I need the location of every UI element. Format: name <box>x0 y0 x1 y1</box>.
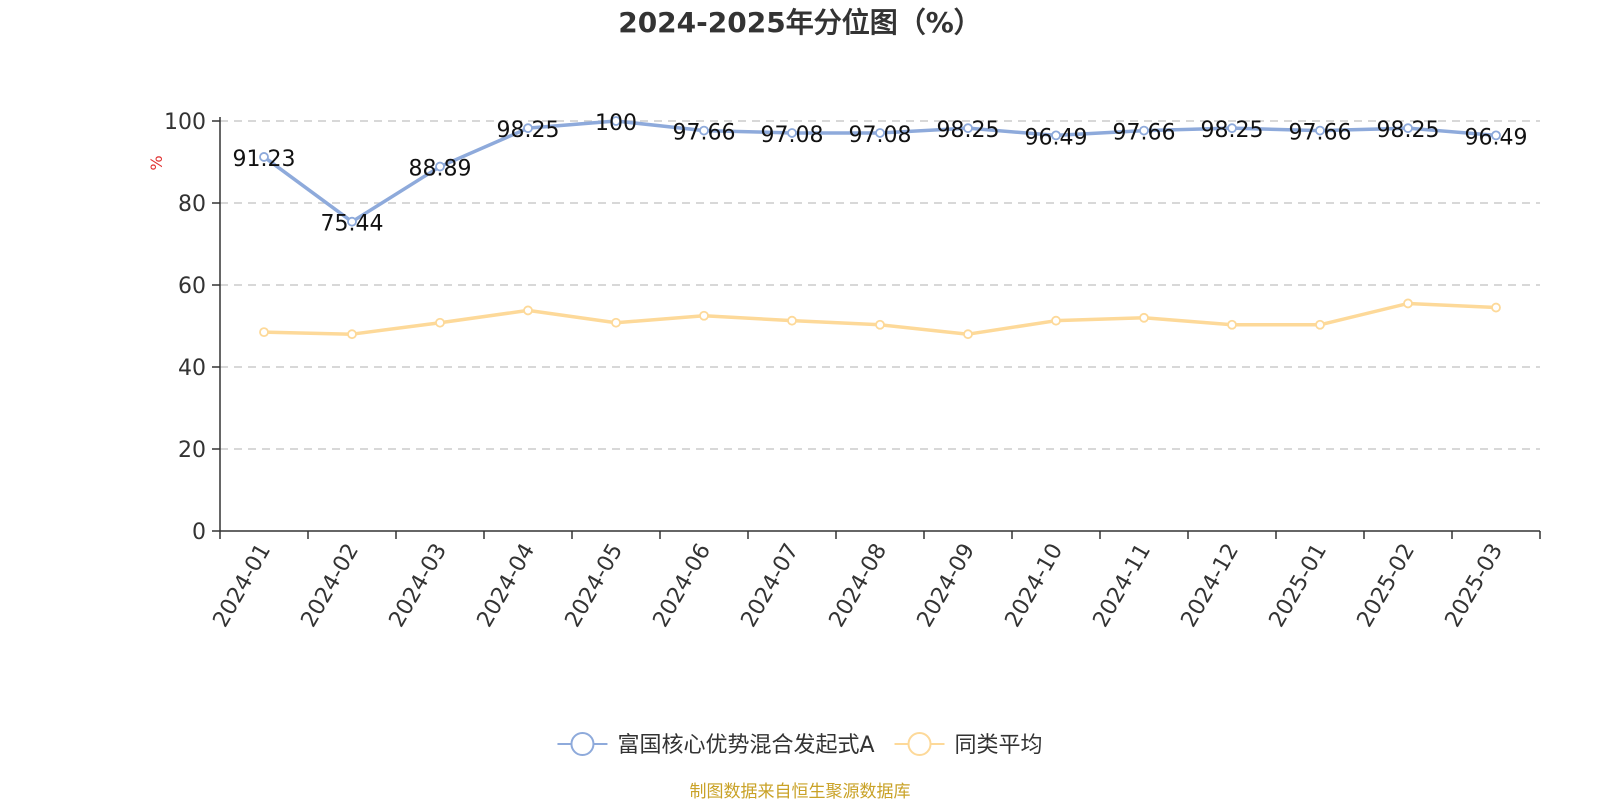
legend-item-1[interactable]: 同类平均 <box>894 732 1043 758</box>
x-tick-label-2024-01: 2024-01 <box>209 540 277 632</box>
legend-item-0[interactable]: 富国核心优势混合发起式A <box>557 732 875 758</box>
data-label-2025-02: 98.25 <box>1377 118 1440 143</box>
data-label-2025-03: 96.49 <box>1465 125 1528 150</box>
x-tick-label-2024-05: 2024-05 <box>561 540 629 632</box>
x-tick-label-2024-11: 2024-11 <box>1089 540 1157 632</box>
data-point-1-2024-02 <box>347 329 357 340</box>
y-tick-label-20: 20 <box>178 438 206 463</box>
y-axis-unit: % <box>147 155 166 170</box>
x-tick-label-2025-03: 2025-03 <box>1441 540 1509 632</box>
data-point-1-2024-11 <box>1139 312 1149 323</box>
chart-title: 2024-2025年分位图（%） <box>618 6 982 39</box>
legend-circle-icon <box>570 732 595 756</box>
data-label-2024-06: 97.66 <box>673 121 736 146</box>
x-tick-label-2024-07: 2024-07 <box>737 540 805 632</box>
series-lines <box>259 116 1501 340</box>
data-label-2024-03: 88.89 <box>409 157 472 182</box>
data-point-0-2024-03 <box>435 161 445 172</box>
data-point-0-2024-02 <box>347 216 357 227</box>
data-point-0-2024-04 <box>523 123 533 134</box>
legend[interactable]: 富国核心优势混合发起式A 同类平均 <box>557 732 1043 758</box>
data-point-0-2024-10 <box>1051 130 1061 141</box>
data-label-2024-05: 100 <box>595 111 637 136</box>
source-note: 制图数据来自恒生聚源数据库 <box>690 782 911 800</box>
data-point-0-2024-11 <box>1139 125 1149 136</box>
data-point-1-2024-10 <box>1051 315 1061 326</box>
data-label-2024-01: 91.23 <box>233 147 296 172</box>
data-point-1-2025-03 <box>1491 302 1501 313</box>
axes: 0 20 40 60 80 100 2024-01 2024-02 2024-03 2024-04… <box>164 110 1541 632</box>
x-tick-label-2024-12: 2024-12 <box>1177 540 1245 632</box>
data-point-1-2024-01 <box>259 327 269 338</box>
x-tick-label-2025-02: 2025-02 <box>1353 540 1421 632</box>
data-point-0-2024-07 <box>787 128 797 138</box>
y-tick-label-100: 100 <box>164 110 206 135</box>
data-label-2024-09: 98.25 <box>937 118 1000 143</box>
data-point-0-2025-03 <box>1491 130 1501 141</box>
x-tick-label-2024-03: 2024-03 <box>385 540 453 632</box>
x-tick-label-2025-01: 2025-01 <box>1265 540 1333 632</box>
data-label-2024-02: 75.44 <box>321 212 384 237</box>
legend-label: 富国核心优势混合发起式A <box>617 733 874 758</box>
x-tick-label-2024-10: 2024-10 <box>1001 540 1069 632</box>
data-point-0-2024-01 <box>259 152 269 162</box>
y-tick-label-60: 60 <box>178 274 206 299</box>
data-point-1-2024-08 <box>875 319 885 330</box>
data-label-2024-08: 97.08 <box>849 123 912 148</box>
y-tick-label-0: 0 <box>192 520 206 545</box>
data-point-1-2025-01 <box>1315 319 1325 330</box>
data-point-0-2025-02 <box>1403 123 1413 134</box>
data-label-2024-07: 97.08 <box>761 123 824 148</box>
grid-lines <box>220 120 1540 450</box>
data-point-0-2024-09 <box>963 123 973 134</box>
x-tick-label-2024-04: 2024-04 <box>473 540 541 632</box>
data-point-0-2024-12 <box>1227 123 1237 134</box>
data-point-1-2024-04 <box>523 305 533 316</box>
data-point-0-2025-01 <box>1315 125 1325 136</box>
x-tick-label-2024-08: 2024-08 <box>825 540 893 632</box>
data-label-2024-11: 97.66 <box>1113 121 1176 146</box>
legend-circle-icon <box>907 732 932 756</box>
data-point-1-2024-12 <box>1227 319 1237 330</box>
x-tick-label-2024-09: 2024-09 <box>913 540 981 632</box>
data-point-1-2024-03 <box>435 317 445 328</box>
data-point-0-2024-06 <box>699 125 709 136</box>
data-label-2024-12: 98.25 <box>1201 118 1264 143</box>
x-tick-label-2024-06: 2024-06 <box>649 540 717 632</box>
data-label-2024-04: 98.25 <box>497 118 560 143</box>
y-tick-label-40: 40 <box>178 356 206 381</box>
data-label-2024-10: 96.49 <box>1025 125 1088 150</box>
data-point-1-2024-06 <box>699 310 709 321</box>
y-tick-label-80: 80 <box>178 192 206 217</box>
data-point-1-2025-02 <box>1403 298 1413 309</box>
legend-label: 同类平均 <box>955 733 1043 758</box>
data-point-0-2024-05 <box>611 116 621 126</box>
data-label-2025-01: 97.66 <box>1289 121 1352 146</box>
data-point-1-2024-07 <box>787 315 797 326</box>
x-tick-label-2024-02: 2024-02 <box>297 540 365 632</box>
data-point-1-2024-05 <box>611 317 621 328</box>
data-point-1-2024-09 <box>963 329 973 340</box>
data-point-0-2024-08 <box>875 128 885 138</box>
data-labels: 91.23 75.44 88.89 98.25 100 97.66 97.08 97.08 98… <box>233 111 1528 237</box>
